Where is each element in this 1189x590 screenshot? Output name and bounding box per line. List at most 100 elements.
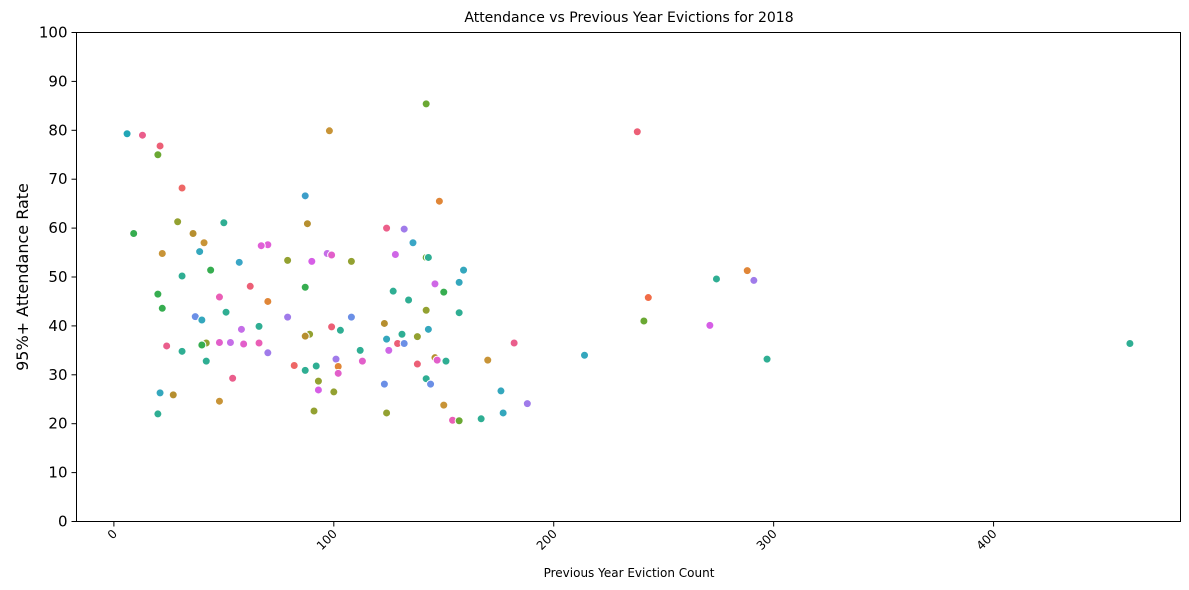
scatter-point: [333, 368, 343, 378]
y-axis-label: 95%+ Attendance Rate: [13, 183, 32, 371]
y-tick-label: 60: [48, 219, 67, 237]
y-tick-label: 50: [48, 268, 67, 286]
y-tick-label: 40: [48, 317, 67, 335]
x-axis-ticks: 0 100 200 300 400: [105, 521, 1000, 553]
scatter-point: [300, 282, 310, 292]
scatter-point: [522, 399, 532, 409]
y-tick-label: 100: [39, 24, 68, 42]
scatter-point: [454, 277, 464, 287]
scatter-point: [195, 247, 205, 257]
scatter-point: [399, 339, 409, 349]
scatter-point: [311, 361, 321, 371]
scatter-point: [379, 379, 389, 389]
data-points: [122, 99, 1135, 426]
scatter-point: [300, 331, 310, 341]
x-tick-label: 0: [105, 527, 120, 542]
scatter-point: [173, 217, 183, 227]
scatter-point: [643, 293, 653, 303]
y-tick-label: 20: [48, 415, 67, 433]
scatter-point: [283, 255, 293, 265]
scatter-point: [137, 130, 147, 140]
scatter-point: [245, 281, 255, 291]
scatter-point: [355, 345, 365, 355]
x-tick-label: 300: [754, 527, 780, 553]
scatter-point: [423, 252, 433, 262]
y-tick-label: 0: [58, 513, 68, 531]
y-tick-label: 90: [48, 72, 67, 90]
scatter-point: [263, 348, 273, 358]
scatter-point: [324, 126, 334, 136]
scatter-point: [439, 287, 449, 297]
scatter-point: [219, 218, 229, 228]
scatter-point: [711, 274, 721, 284]
scatter-point: [742, 266, 752, 276]
scatter-point: [762, 354, 772, 364]
scatter-point: [426, 379, 436, 389]
scatter-point: [580, 350, 590, 360]
scatter-point: [256, 241, 266, 251]
scatter-point: [214, 292, 224, 302]
scatter-point: [157, 303, 167, 313]
scatter-point: [441, 356, 451, 366]
scatter-point: [390, 250, 400, 260]
scatter-point: [1125, 339, 1135, 349]
scatter-point: [239, 339, 249, 349]
scatter-point: [214, 396, 224, 406]
scatter-point: [199, 238, 209, 248]
y-tick-label: 80: [48, 121, 67, 139]
scatter-point: [327, 322, 337, 332]
scatter-point: [153, 289, 163, 299]
scatter-point: [283, 312, 293, 322]
scatter-point: [313, 385, 323, 395]
scatter-point: [331, 354, 341, 364]
scatter-point: [225, 338, 235, 348]
scatter-point: [382, 223, 392, 233]
scatter-point: [329, 387, 339, 397]
scatter-point: [476, 414, 486, 424]
scatter-point: [309, 406, 319, 416]
scatter-point: [639, 316, 649, 326]
scatter-point: [153, 150, 163, 160]
scatter-point: [459, 265, 469, 275]
x-axis-label: Previous Year Eviction Count: [544, 566, 715, 580]
scatter-point: [234, 257, 244, 267]
scatter-point: [155, 141, 165, 151]
scatter-point: [254, 321, 264, 331]
scatter-point: [483, 355, 493, 365]
scatter-point: [313, 376, 323, 386]
scatter-point: [221, 307, 231, 317]
scatter-point: [263, 296, 273, 306]
scatter-point: [201, 356, 211, 366]
scatter-point: [432, 355, 442, 365]
scatter-point: [346, 256, 356, 266]
scatter-point: [168, 390, 178, 400]
x-tick-label: 100: [314, 527, 340, 553]
scatter-point: [162, 341, 172, 351]
scatter-point: [302, 219, 312, 229]
scatter-point: [153, 409, 163, 419]
scatter-point: [197, 340, 207, 350]
scatter-point: [335, 325, 345, 335]
scatter-point: [177, 346, 187, 356]
scatter-point: [384, 345, 394, 355]
scatter-point: [206, 265, 216, 275]
scatter-point: [399, 224, 409, 234]
scatter-point: [214, 338, 224, 348]
scatter-point: [421, 99, 431, 109]
y-tick-label: 70: [48, 170, 67, 188]
scatter-point: [705, 320, 715, 330]
scatter-point: [454, 416, 464, 426]
scatter-point: [300, 191, 310, 201]
plot-area-frame: [76, 32, 1181, 522]
scatter-point: [454, 308, 464, 318]
scatter-point: [177, 183, 187, 193]
scatter-point: [289, 361, 299, 371]
scatter-point: [327, 250, 337, 260]
scatter-point: [509, 338, 519, 348]
scatter-point: [423, 324, 433, 334]
scatter-point: [382, 334, 392, 344]
scatter-point: [388, 286, 398, 296]
scatter-point: [129, 228, 139, 238]
scatter-point: [439, 400, 449, 410]
